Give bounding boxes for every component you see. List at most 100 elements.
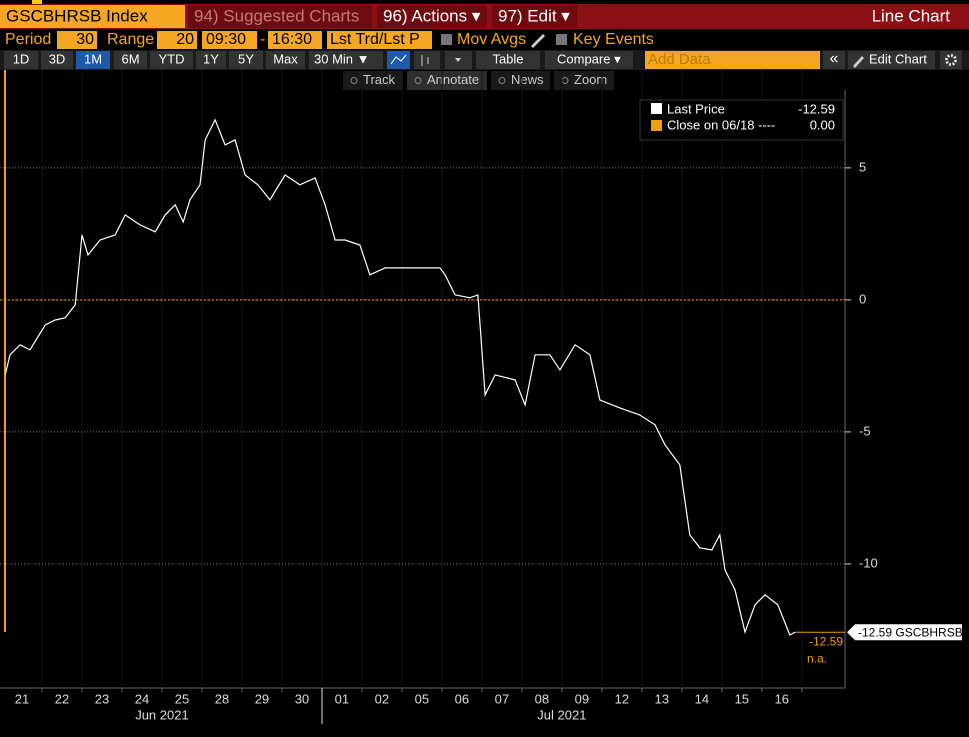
legend-swatch <box>651 103 662 114</box>
end-box[interactable] <box>268 31 322 49</box>
collapse-button[interactable] <box>823 51 845 69</box>
range-label[interactable]: 5Y <box>238 51 254 66</box>
range-label[interactable]: 1Y <box>203 51 219 66</box>
range-label[interactable]: 1D <box>13 51 30 66</box>
pencil-icon[interactable] <box>531 34 545 48</box>
y-tick-label: -10 <box>859 555 878 570</box>
range-button[interactable] <box>196 51 226 69</box>
tool-label[interactable]: Annotate <box>427 72 479 87</box>
tool-label[interactable]: News <box>511 72 544 87</box>
legend-label: Close on 06/18 ---- <box>667 117 775 132</box>
ticker[interactable]: GSCBHRSB Index <box>6 6 148 25</box>
actions[interactable]: 96) Actions ▾ <box>383 6 481 25</box>
range[interactable]: 20 <box>176 31 194 48</box>
key-events[interactable]: Key Events <box>573 31 654 48</box>
x-group-label: Jul 2021 <box>537 707 586 722</box>
last-tag: -12.59 GSCBHRSB <box>858 625 963 639</box>
y-tick-label: -5 <box>859 423 871 438</box>
period-label: Period <box>5 31 51 48</box>
table-button[interactable] <box>476 51 540 69</box>
settings-button[interactable] <box>940 51 962 69</box>
y-tick-label: 0 <box>859 291 866 306</box>
edit-chart-button[interactable] <box>848 51 935 69</box>
end[interactable]: 16:30 <box>272 31 312 48</box>
range-label[interactable]: 6M <box>121 51 139 66</box>
range-label[interactable]: Max <box>273 51 298 66</box>
start[interactable]: 09:30 <box>206 31 246 48</box>
range-buttons: 1D 3D 1M 6M YTD 1Y 5Y Max <box>4 51 305 69</box>
range-button[interactable] <box>150 51 193 69</box>
view-name: Line Chart <box>872 6 951 25</box>
tool-label[interactable]: Track <box>363 72 396 87</box>
interval-button[interactable] <box>309 51 383 69</box>
mov-avgs[interactable]: Mov Avgs <box>457 31 526 48</box>
edit[interactable]: 97) Edit ▾ <box>498 6 570 25</box>
tool-button[interactable] <box>491 71 550 90</box>
last-orange: -12.59 <box>809 634 843 648</box>
interval[interactable]: 30 Min ▼ <box>314 51 370 66</box>
chart-tools: Track Annotate News Zoom <box>343 71 614 90</box>
period-box[interactable] <box>57 31 97 49</box>
range-label: Range <box>107 31 154 48</box>
x-tick-label: 30 <box>295 691 309 706</box>
checkbox[interactable] <box>556 34 567 45</box>
field[interactable]: Lst Trd/Lst P <box>330 31 420 48</box>
add-data[interactable]: Add Data <box>648 51 711 68</box>
legend-box <box>639 99 844 141</box>
edit-chart[interactable]: Edit Chart <box>869 51 927 66</box>
tool-button[interactable] <box>407 71 487 90</box>
x-tick-label: 12 <box>615 691 629 706</box>
x-tick-label: 09 <box>575 691 589 706</box>
ticker-box[interactable] <box>0 5 185 28</box>
suggested-button[interactable] <box>188 5 372 28</box>
tool-icon <box>350 77 358 84</box>
field-box[interactable] <box>327 31 432 49</box>
tool-button[interactable] <box>554 71 614 90</box>
collapse[interactable]: « <box>830 50 839 67</box>
legend-label: Last Price <box>667 101 725 116</box>
tool-button[interactable] <box>343 71 403 90</box>
x-tick-label: 01 <box>335 691 349 706</box>
range-button[interactable] <box>266 51 305 69</box>
x-tick-label: 25 <box>175 691 189 706</box>
bar-icon-button[interactable] <box>414 51 440 69</box>
x-tick-label: 15 <box>735 691 749 706</box>
x-tick-label: 23 <box>95 691 109 706</box>
range-label[interactable]: 1M <box>84 51 102 66</box>
x-tick-label: 21 <box>15 691 29 706</box>
range-button[interactable] <box>76 51 110 69</box>
range-button[interactable] <box>4 51 38 69</box>
last-note: n.a. <box>807 651 827 665</box>
range-button[interactable] <box>229 51 263 69</box>
actions-button[interactable] <box>377 5 487 28</box>
range-label[interactable]: YTD <box>159 51 185 66</box>
add-data-input[interactable] <box>645 51 820 69</box>
range-button[interactable] <box>41 51 73 69</box>
y-tick-label: 5 <box>859 159 866 174</box>
dropdown-icon <box>455 58 461 62</box>
compare-button[interactable] <box>545 51 633 69</box>
range-label[interactable]: 3D <box>49 51 66 66</box>
legend-swatch <box>651 120 662 131</box>
start-box[interactable] <box>202 31 257 49</box>
dash: - <box>260 31 265 48</box>
x-tick-label: 05 <box>415 691 429 706</box>
range-box[interactable] <box>157 31 197 49</box>
x-tick-label: 07 <box>495 691 509 706</box>
suggested[interactable]: 94) Suggested Charts <box>194 6 359 25</box>
period[interactable]: 30 <box>76 31 94 48</box>
line-icon <box>390 54 407 65</box>
table[interactable]: Table <box>492 51 523 66</box>
tool-label[interactable]: Zoom <box>574 72 607 87</box>
legend-value: 0.00 <box>810 117 835 132</box>
line-icon-button[interactable] <box>387 51 410 69</box>
edit-button[interactable] <box>492 5 577 28</box>
compare[interactable]: Compare ▾ <box>557 51 621 66</box>
tool-icon <box>414 77 422 84</box>
range-button[interactable] <box>114 51 147 69</box>
legend-value: -12.59 <box>798 101 835 116</box>
x-tick-label: 24 <box>135 691 149 706</box>
checkbox[interactable] <box>441 34 452 45</box>
x-group-label: Jun 2021 <box>135 707 189 722</box>
